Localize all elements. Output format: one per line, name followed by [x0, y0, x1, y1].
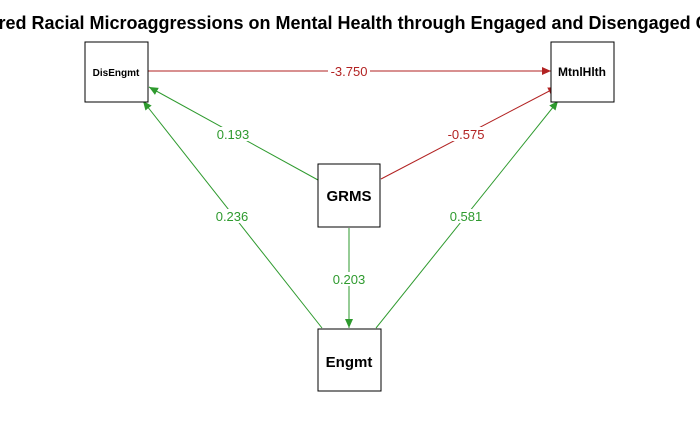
edge-label-grms-mtnlhlth-text: -0.575	[448, 127, 485, 142]
edge-label-grms-disengmt: 0.193	[215, 127, 251, 142]
diagram-title: Gendered Racial Microaggressions on Ment…	[0, 13, 700, 33]
edge-label-disengmt-mtnlhlth: -3.750	[328, 64, 370, 79]
node-grms: GRMS	[317, 163, 381, 228]
node-disengmt: DisEngmt	[84, 41, 149, 103]
node-engmt-label: Engmt	[326, 354, 373, 371]
edge-label-engmt-disengmt-text: 0.236	[216, 209, 249, 224]
node-mtnlhlth: MtnlHlth	[550, 41, 615, 103]
edge-label-grms-mtnlhlth: -0.575	[445, 127, 487, 142]
node-grms-label: GRMS	[327, 188, 372, 205]
edge-label-grms-disengmt-text: 0.193	[217, 127, 250, 142]
node-engmt: Engmt	[317, 328, 382, 392]
node-mtnlhlth-label: MtnlHlth	[558, 65, 606, 79]
edge-label-disengmt-mtnlhlth-text: -3.750	[331, 64, 368, 79]
edge-label-grms-engmt-text: 0.203	[333, 272, 366, 287]
edge-label-engmt-disengmt: 0.236	[214, 209, 250, 224]
edge-label-engmt-mtnlhlth: 0.581	[448, 209, 484, 224]
edge-label-engmt-mtnlhlth-text: 0.581	[450, 209, 483, 224]
node-disengmt-label: DisEngmt	[93, 68, 140, 79]
edge-label-grms-engmt: 0.203	[331, 272, 367, 287]
